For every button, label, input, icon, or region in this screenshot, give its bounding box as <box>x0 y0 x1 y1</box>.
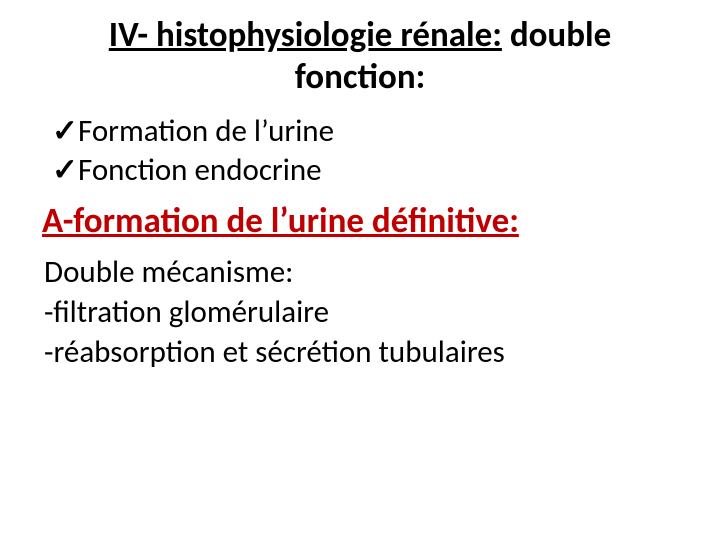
slide-title: IV- histophysiologie rénale: double fonc… <box>42 14 678 98</box>
check-icon: ✓ <box>52 112 78 151</box>
title-underlined: IV- histophysiologie rénale: <box>109 14 502 56</box>
list-item: ✓ Formation de l’urine <box>52 112 678 151</box>
section-heading: A-formation de l’urine définitive: <box>42 200 678 242</box>
list-item-label: Fonction endocrine <box>78 151 322 190</box>
body-line: Double mécanisme: <box>44 252 678 292</box>
title-rest-1: double <box>502 14 611 56</box>
title-rest-2: fonction: <box>295 56 426 98</box>
slide: IV- histophysiologie rénale: double fonc… <box>0 0 720 540</box>
body-line: -réabsorption et sécrétion tubulaires <box>44 332 678 372</box>
check-icon: ✓ <box>52 151 78 190</box>
body-text: Double mécanisme: -filtration glomérulai… <box>44 252 678 373</box>
body-line: -filtration glomérulaire <box>44 292 678 332</box>
list-item-label: Formation de l’urine <box>78 112 334 151</box>
list-item: ✓ Fonction endocrine <box>52 151 678 190</box>
checklist: ✓ Formation de l’urine ✓ Fonction endocr… <box>42 112 678 190</box>
